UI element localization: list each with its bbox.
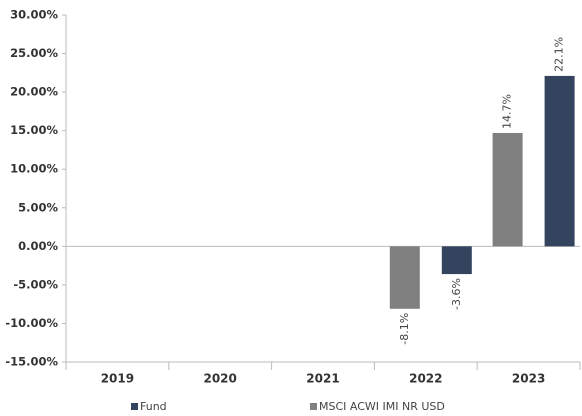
y-tick-label: -15.00% [5, 355, 58, 369]
y-tick-label: 10.00% [10, 162, 58, 176]
y-tick-label: -10.00% [5, 316, 58, 330]
data-label: 22.1% [553, 37, 566, 72]
x-tick-label: 2021 [306, 372, 339, 386]
y-tick-label: 0.00% [18, 239, 58, 253]
legend-label: MSCI ACWI IMI NR USD [319, 400, 445, 413]
bar [544, 75, 575, 247]
x-tick-label: 2022 [409, 372, 442, 386]
y-tick-label: 15.00% [10, 123, 58, 137]
data-label: -8.1% [398, 313, 411, 345]
legend-swatch [131, 403, 138, 410]
bar [492, 132, 523, 247]
y-tick-label: -5.00% [13, 277, 58, 291]
legend-swatch [310, 403, 317, 410]
y-tick-label: 25.00% [10, 46, 58, 60]
x-tick-label: 2023 [512, 372, 545, 386]
legend-label: Fund [140, 400, 167, 413]
y-tick-label: 30.00% [10, 8, 58, 22]
x-tick-label: 2020 [203, 372, 236, 386]
x-tick-label: 2019 [101, 372, 134, 386]
data-label: -3.6% [450, 278, 463, 310]
y-tick-label: 20.00% [10, 85, 58, 99]
y-tick-label: 5.00% [18, 200, 58, 214]
bar [441, 246, 472, 275]
bar [389, 246, 420, 309]
data-label: 14.7% [501, 94, 514, 129]
